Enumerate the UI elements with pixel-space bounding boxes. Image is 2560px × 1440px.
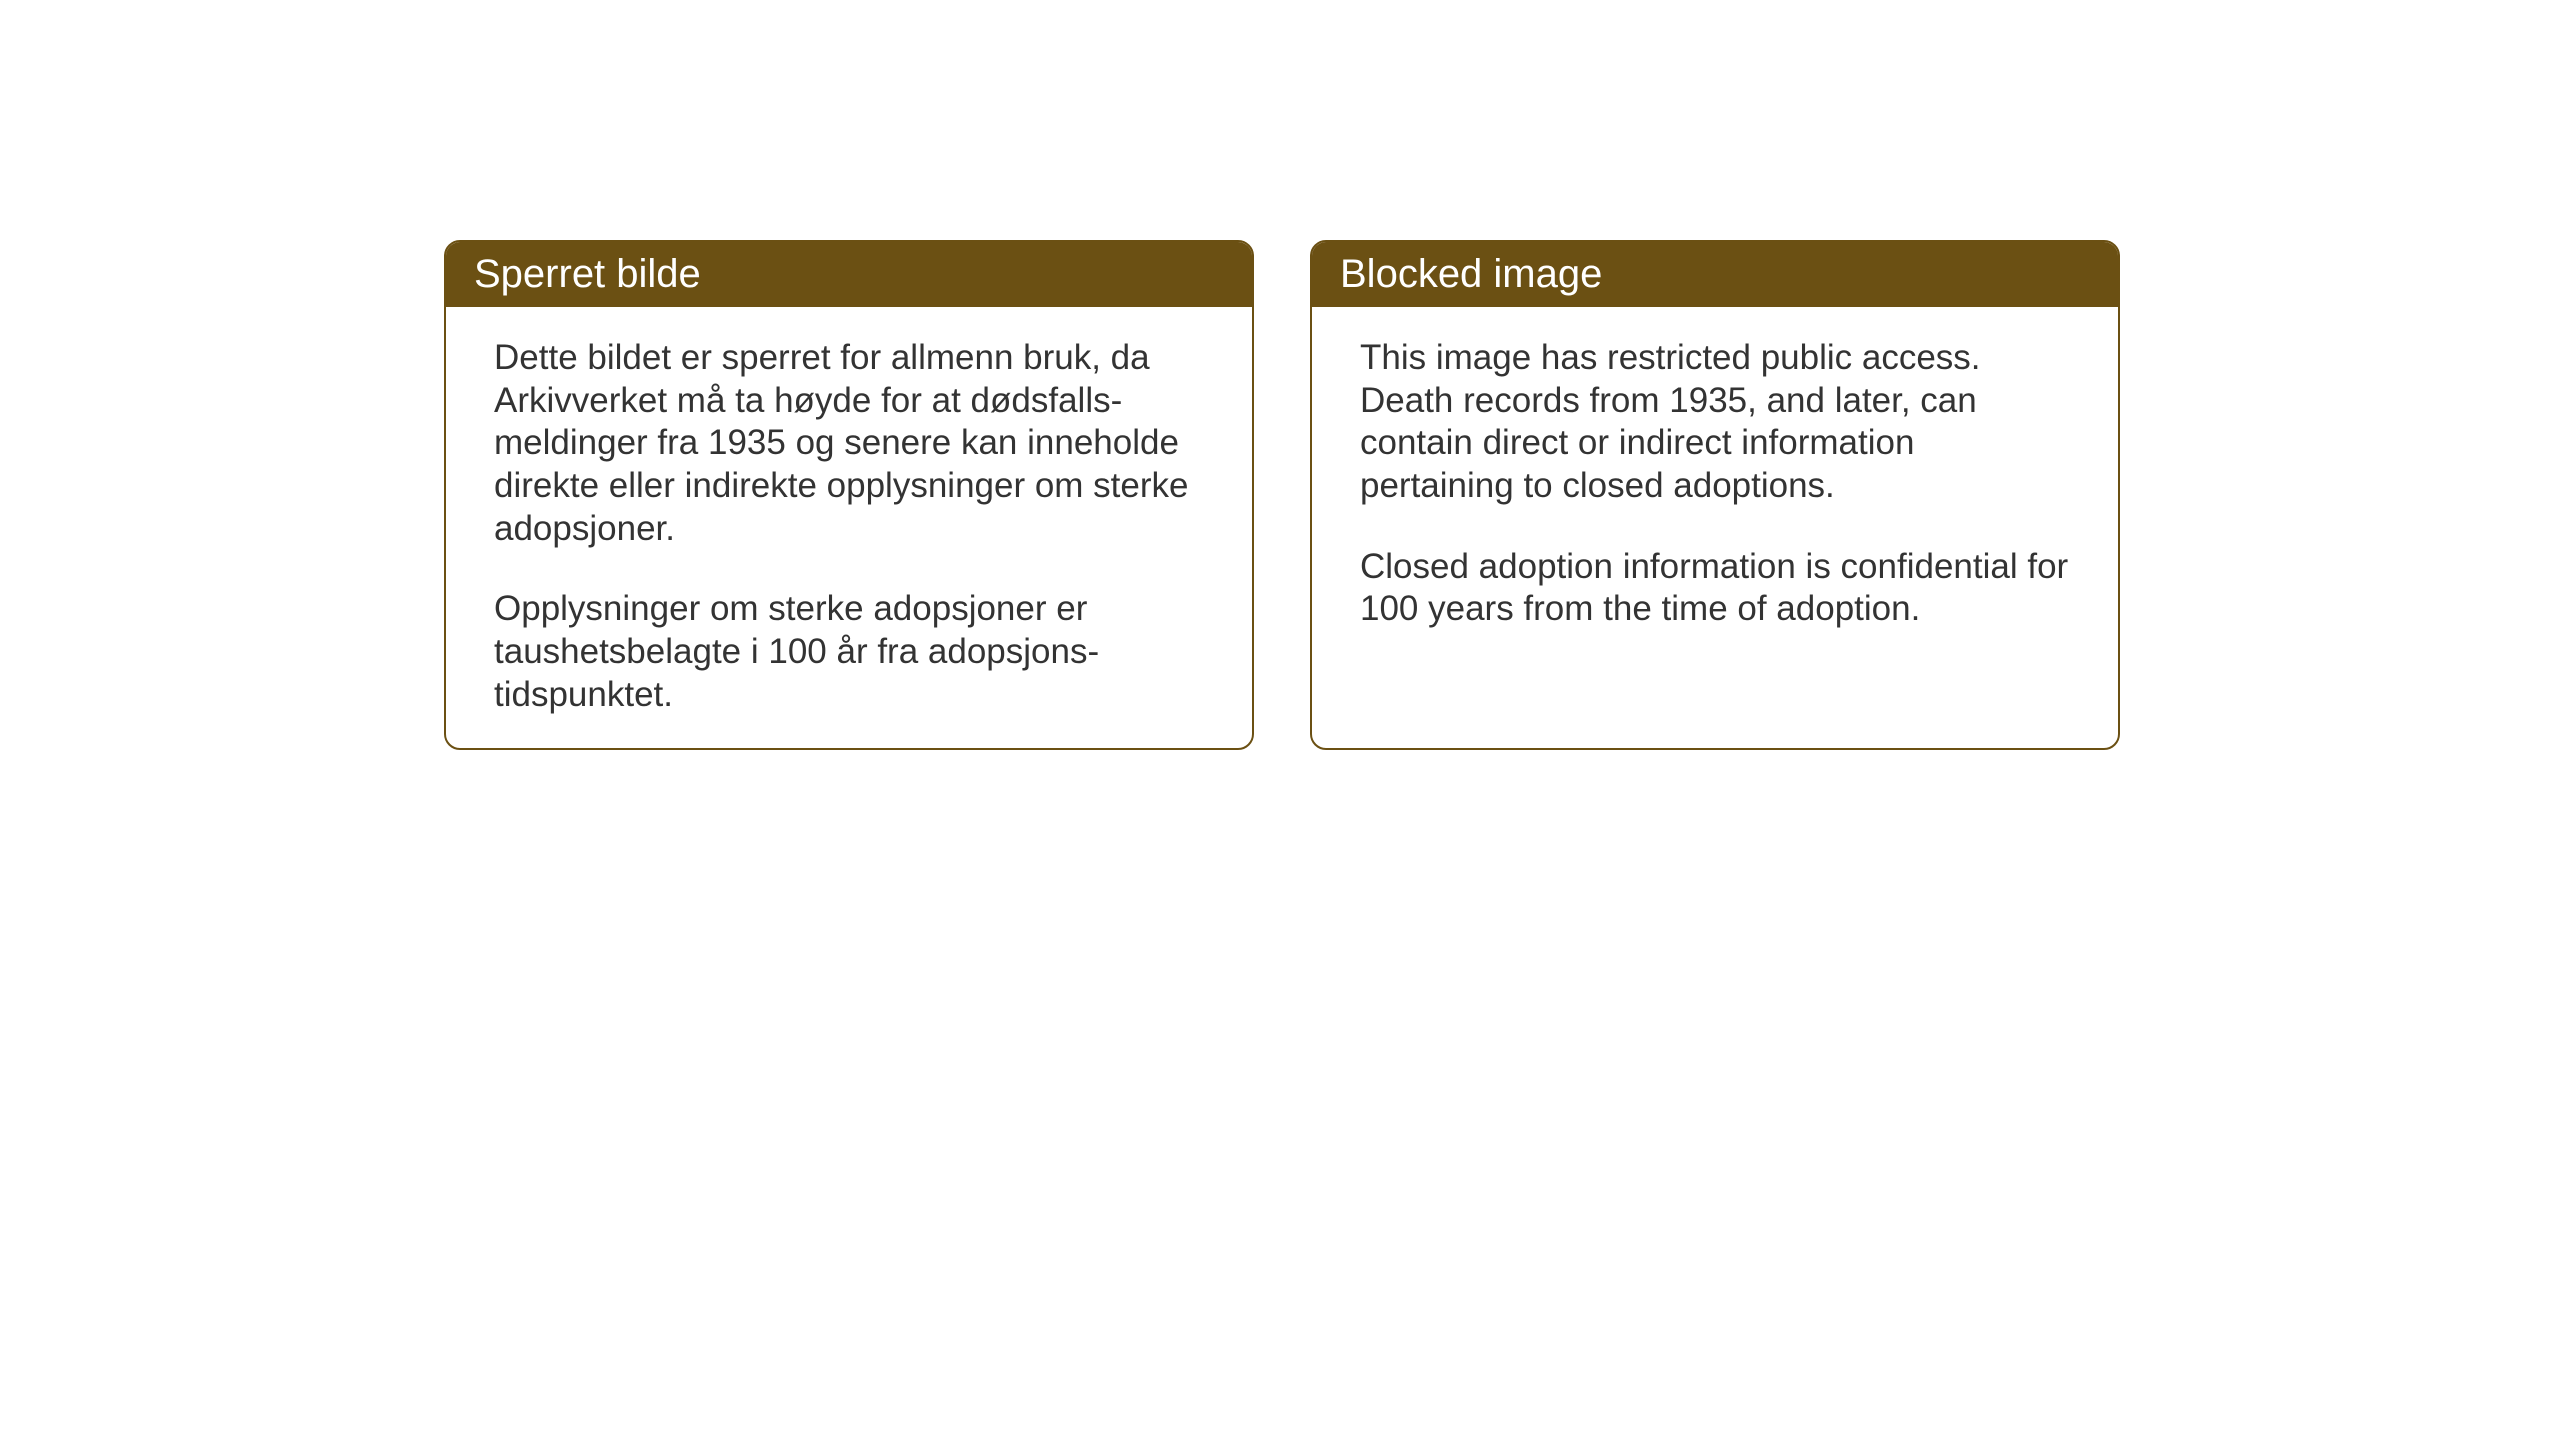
norwegian-card-title: Sperret bilde [446, 242, 1252, 307]
english-card-title: Blocked image [1312, 242, 2118, 307]
notice-cards-container: Sperret bilde Dette bildet er sperret fo… [444, 240, 2120, 750]
english-paragraph-2: Closed adoption information is confident… [1360, 546, 2070, 631]
norwegian-notice-card: Sperret bilde Dette bildet er sperret fo… [444, 240, 1254, 750]
norwegian-paragraph-2: Opplysninger om sterke adopsjoner er tau… [494, 588, 1204, 716]
norwegian-paragraph-1: Dette bildet er sperret for allmenn bruk… [494, 337, 1204, 550]
english-notice-card: Blocked image This image has restricted … [1310, 240, 2120, 750]
english-paragraph-1: This image has restricted public access.… [1360, 337, 2070, 508]
norwegian-card-body: Dette bildet er sperret for allmenn bruk… [446, 307, 1252, 750]
english-card-body: This image has restricted public access.… [1312, 307, 2118, 673]
